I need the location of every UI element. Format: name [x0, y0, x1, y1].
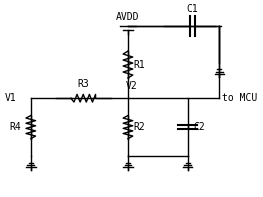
Text: R1: R1: [134, 59, 145, 70]
Text: V1: V1: [5, 93, 16, 103]
Text: C2: C2: [193, 122, 205, 132]
Text: R2: R2: [134, 122, 145, 132]
Text: V2: V2: [126, 82, 138, 91]
Text: AVDD: AVDD: [116, 12, 140, 22]
Text: to MCU: to MCU: [222, 93, 257, 103]
Text: R4: R4: [9, 122, 21, 132]
Text: R3: R3: [77, 79, 89, 89]
Text: C1: C1: [186, 5, 198, 15]
